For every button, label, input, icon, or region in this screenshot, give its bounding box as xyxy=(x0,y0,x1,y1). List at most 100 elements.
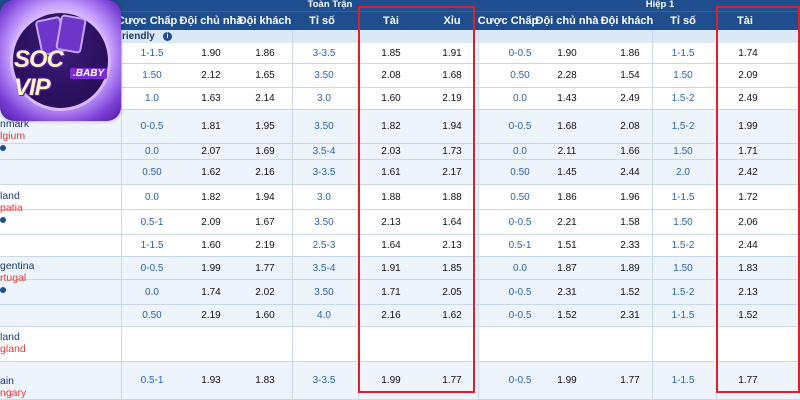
cell-full-over[interactable]: 1.88 xyxy=(381,192,401,203)
cell-half-home-odds[interactable]: 2.11 xyxy=(557,146,577,157)
cell-full-under[interactable]: 2.19 xyxy=(442,93,462,104)
league-row[interactable]: riendly i xyxy=(0,30,800,43)
cell-full-away-odds[interactable]: 1.60 xyxy=(255,310,275,321)
team-away-name[interactable]: ngary xyxy=(0,387,27,399)
info-icon[interactable]: i xyxy=(163,32,172,41)
cell-full-home-odds[interactable]: 1.81 xyxy=(201,121,221,132)
cell-half-over[interactable]: 1.71 xyxy=(738,146,758,157)
cell-half-away-odds[interactable]: 2.33 xyxy=(620,240,640,251)
cell-half-over[interactable]: 1.52 xyxy=(738,310,758,321)
cell-full-under[interactable]: 1.62 xyxy=(442,310,462,321)
cell-full-over[interactable]: 1.60 xyxy=(381,93,401,104)
cell-half-over[interactable]: 2.06 xyxy=(738,217,758,228)
cell-full-home-odds[interactable]: 1.62 xyxy=(201,167,221,178)
team-away-name[interactable]: patia xyxy=(0,202,23,214)
cell-full-under[interactable]: 1.64 xyxy=(442,217,462,228)
cell-half-away-odds[interactable]: 1.54 xyxy=(620,70,640,81)
cell-half-home-odds[interactable]: 1.90 xyxy=(557,48,577,59)
cell-half-away-odds[interactable]: 1.89 xyxy=(620,263,640,274)
cell-full-home-odds[interactable]: 2.12 xyxy=(201,70,221,81)
cell-half-home-odds[interactable]: 2.28 xyxy=(557,70,577,81)
cell-full-away-odds[interactable]: 1.67 xyxy=(255,217,275,228)
cell-full-over[interactable]: 2.08 xyxy=(381,70,401,81)
cell-half-away-odds[interactable]: 1.96 xyxy=(620,192,640,203)
cell-full-over[interactable]: 1.71 xyxy=(381,287,401,298)
cell-full-home-odds[interactable]: 2.19 xyxy=(201,310,221,321)
cell-full-home-odds[interactable]: 1.93 xyxy=(201,375,221,386)
cell-full-home-odds[interactable]: 1.74 xyxy=(201,287,221,298)
cell-half-home-odds[interactable]: 1.86 xyxy=(557,192,577,203)
team-away-name[interactable]: gland xyxy=(0,343,26,355)
cell-half-home-odds[interactable]: 1.45 xyxy=(557,167,577,178)
cell-full-away-odds[interactable]: 1.77 xyxy=(255,263,275,274)
cell-full-under[interactable]: 2.13 xyxy=(442,240,462,251)
cell-full-under[interactable]: 2.17 xyxy=(442,167,462,178)
team-away-name[interactable]: lgium xyxy=(0,130,26,142)
cell-full-over[interactable]: 1.85 xyxy=(381,48,401,59)
cell-full-under[interactable]: 1.68 xyxy=(442,70,462,81)
cell-full-over[interactable]: 1.99 xyxy=(381,375,401,386)
cell-full-home-odds[interactable]: 2.07 xyxy=(201,146,221,157)
cell-half-over[interactable]: 1.99 xyxy=(738,121,758,132)
cell-half-home-odds[interactable]: 2.31 xyxy=(557,287,577,298)
cell-full-home-odds[interactable]: 2.09 xyxy=(201,217,221,228)
team-away-name[interactable]: rtugal xyxy=(0,272,27,284)
cell-full-away-odds[interactable]: 1.69 xyxy=(255,146,275,157)
cell-half-home-odds[interactable]: 1.87 xyxy=(557,263,577,274)
cell-half-away-odds[interactable]: 1.77 xyxy=(620,375,640,386)
cell-half-over[interactable]: 2.09 xyxy=(738,70,758,81)
cell-full-under[interactable]: 1.77 xyxy=(442,375,462,386)
cell-half-away-odds[interactable]: 2.44 xyxy=(620,167,640,178)
cell-full-over[interactable]: 2.13 xyxy=(381,217,401,228)
cell-full-over[interactable]: 1.91 xyxy=(381,263,401,274)
cell-full-home-odds[interactable]: 1.63 xyxy=(201,93,221,104)
cell-full-over[interactable]: 1.82 xyxy=(381,121,401,132)
cell-half-over[interactable]: 1.72 xyxy=(738,192,758,203)
cell-full-home-odds[interactable]: 1.60 xyxy=(201,240,221,251)
cell-half-home-odds[interactable]: 1.52 xyxy=(557,310,577,321)
cell-full-away-odds[interactable]: 1.95 xyxy=(255,121,275,132)
cell-full-over[interactable]: 1.61 xyxy=(381,167,401,178)
cell-full-home-odds[interactable]: 1.82 xyxy=(201,192,221,203)
cell-half-home-odds[interactable]: 1.99 xyxy=(557,375,577,386)
cell-half-over[interactable]: 1.74 xyxy=(738,48,758,59)
cell-half-home-odds[interactable]: 2.21 xyxy=(557,217,577,228)
cell-half-away-odds[interactable]: 2.31 xyxy=(620,310,640,321)
cell-half-over[interactable]: 2.13 xyxy=(738,287,758,298)
cell-half-away-odds[interactable]: 2.08 xyxy=(620,121,640,132)
team-home-name[interactable]: land xyxy=(0,331,20,343)
team-home-name[interactable]: land xyxy=(0,190,20,202)
cell-full-over[interactable]: 1.64 xyxy=(381,240,401,251)
cell-full-under[interactable]: 1.91 xyxy=(442,48,462,59)
team-home-name[interactable]: nmark xyxy=(0,118,30,130)
cell-half-over[interactable]: 1.83 xyxy=(738,263,758,274)
cell-half-over[interactable]: 1.77 xyxy=(738,375,758,386)
cell-full-away-odds[interactable]: 1.83 xyxy=(255,375,275,386)
cell-full-away-odds[interactable]: 1.94 xyxy=(255,192,275,203)
cell-full-under[interactable]: 1.73 xyxy=(442,146,462,157)
cell-full-under[interactable]: 1.85 xyxy=(442,263,462,274)
cell-half-away-odds[interactable]: 1.86 xyxy=(620,48,640,59)
cell-half-home-odds[interactable]: 1.51 xyxy=(557,240,577,251)
cell-full-under[interactable]: 2.05 xyxy=(442,287,462,298)
cell-full-under[interactable]: 1.88 xyxy=(442,192,462,203)
cell-full-away-odds[interactable]: 1.65 xyxy=(255,70,275,81)
cell-half-over[interactable]: 2.42 xyxy=(738,167,758,178)
cell-half-over[interactable]: 2.49 xyxy=(738,93,758,104)
cell-full-away-odds[interactable]: 2.16 xyxy=(255,167,275,178)
cell-half-away-odds[interactable]: 1.58 xyxy=(620,217,640,228)
cell-full-over[interactable]: 2.16 xyxy=(381,310,401,321)
cell-full-away-odds[interactable]: 2.02 xyxy=(255,287,275,298)
team-home-name[interactable]: gentina xyxy=(0,260,35,272)
cell-full-away-odds[interactable]: 2.19 xyxy=(255,240,275,251)
cell-full-away-odds[interactable]: 1.86 xyxy=(255,48,275,59)
cell-half-over[interactable]: 2.44 xyxy=(738,240,758,251)
cell-half-away-odds[interactable]: 1.66 xyxy=(620,146,640,157)
cell-full-home-odds[interactable]: 1.90 xyxy=(201,48,221,59)
cell-full-over[interactable]: 2.03 xyxy=(381,146,401,157)
cell-half-home-odds[interactable]: 1.43 xyxy=(557,93,577,104)
cell-full-away-odds[interactable]: 2.14 xyxy=(255,93,275,104)
cell-half-home-odds[interactable]: 1.68 xyxy=(557,121,577,132)
team-home-name[interactable]: ain xyxy=(0,375,15,387)
cell-full-under[interactable]: 1.94 xyxy=(442,121,462,132)
